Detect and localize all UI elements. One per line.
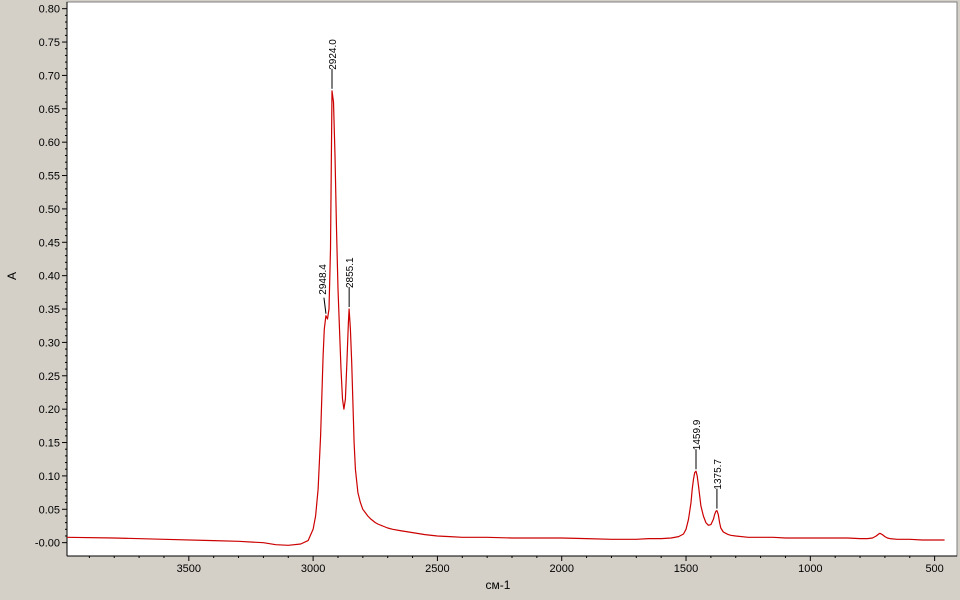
peak-marker — [323, 297, 327, 314]
peak-label: 2924.0 — [328, 39, 339, 70]
x-tick-label: 1500 — [674, 563, 698, 575]
peak-annotations: 2948.4 2924.0 2855.1 1459.9 1375.7 — [318, 39, 724, 509]
x-tick-label: 500 — [925, 563, 943, 575]
x-tick-label: 3000 — [301, 563, 325, 575]
y-tick-label: 0.25 — [39, 371, 60, 383]
spectrum-line — [66, 90, 945, 546]
x-tick-label: 1000 — [798, 563, 822, 575]
x-tick-label: 2500 — [425, 563, 449, 575]
y-tick-label: 0.80 — [39, 4, 60, 16]
y-tick-label: 0.40 — [39, 271, 60, 283]
y-tick-label: 0.10 — [39, 471, 60, 483]
y-tick-label: 0.65 — [39, 104, 60, 116]
y-tick-label: 0.45 — [39, 237, 60, 249]
y-tick-label: -0.00 — [35, 538, 60, 550]
peak-label: 2948.4 — [318, 264, 329, 295]
y-tick-label: 0.05 — [39, 504, 60, 516]
y-tick-label: 0.50 — [39, 204, 60, 216]
plot-area[interactable] — [66, 1, 958, 557]
x-tick-label: 2000 — [549, 563, 573, 575]
y-tick-label: 0.55 — [39, 171, 60, 183]
y-tick-label: 0.70 — [39, 70, 60, 82]
y-tick-label: 0.60 — [39, 137, 60, 149]
peak-label: 1375.7 — [713, 459, 724, 490]
y-tick-label: 0.20 — [39, 404, 60, 416]
y-axis: -0.00 0.05 0.10 0.15 0.20 0.25 0.30 0.35 0.40 0.4… — [35, 2, 68, 556]
series-layer — [66, 90, 945, 546]
peak-label: 2855.1 — [345, 257, 356, 288]
x-tick-label: 3500 — [177, 563, 201, 575]
y-tick-label: 0.30 — [39, 337, 60, 349]
x-axis-title: см-1 — [486, 578, 511, 592]
y-tick-label: 0.75 — [39, 37, 60, 49]
y-tick-label: 0.15 — [39, 438, 60, 450]
peak-label: 1459.9 — [692, 419, 703, 450]
x-axis: 3500 3000 2500 2000 1500 1000 500 — [67, 555, 957, 575]
y-axis-title: A — [5, 272, 19, 280]
y-tick-label: 0.35 — [39, 304, 60, 316]
